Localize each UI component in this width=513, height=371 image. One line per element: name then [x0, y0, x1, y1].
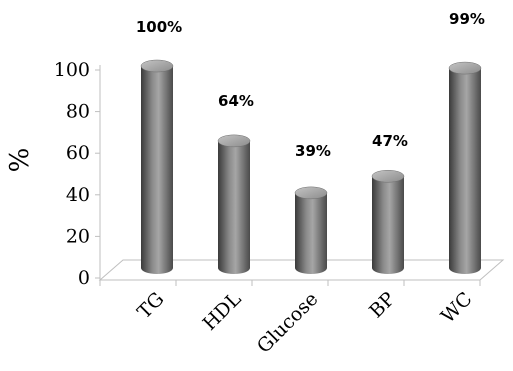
x-tick-label: TG: [133, 288, 168, 323]
bar-glucose: [294, 186, 328, 274]
bar-body: [295, 192, 327, 274]
bar-bp: [371, 169, 405, 274]
data-label: 39%: [295, 142, 331, 160]
data-label: 100%: [136, 18, 182, 36]
bar-cap: [448, 61, 482, 75]
x-axis-ticks: [99, 280, 481, 286]
y-tick-label: 60: [66, 142, 90, 164]
x-tick-label: BP: [365, 288, 400, 323]
bar-body: [141, 66, 173, 274]
y-tick-label: 40: [66, 184, 90, 206]
bar-body: [449, 68, 481, 274]
y-axis-ticks: 0 20 40 60 80 100: [54, 59, 100, 289]
bar-wc: [448, 61, 482, 274]
y-tick-label: 100: [54, 59, 90, 81]
bar-hdl: [217, 134, 251, 274]
bar-body: [372, 176, 404, 274]
bar-cap: [140, 59, 174, 73]
bar-cap: [371, 169, 405, 183]
bar-cap: [294, 186, 328, 200]
bar-cap: [217, 134, 251, 148]
y-tick-label: 80: [66, 101, 90, 123]
x-tick-label: Glucose: [253, 288, 323, 358]
y-tick-label: 20: [66, 225, 90, 247]
category-labels: TG HDL Glucose BP WC: [133, 288, 476, 358]
data-labels: 100% 64% 39% 47% 99%: [136, 10, 485, 160]
x-tick-label: HDL: [199, 288, 246, 335]
data-label: 99%: [449, 10, 485, 28]
y-axis-label: %: [5, 148, 35, 173]
y-tick-label: 0: [78, 267, 90, 289]
bars: [140, 59, 482, 274]
x-tick-label: WC: [437, 288, 477, 328]
data-label: 64%: [218, 92, 254, 110]
bar-body: [218, 140, 250, 274]
data-label: 47%: [372, 132, 408, 150]
bar-tg: [140, 59, 174, 274]
